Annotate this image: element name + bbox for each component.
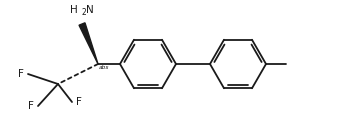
Text: N: N (86, 5, 94, 15)
Text: abs: abs (99, 65, 109, 70)
Text: F: F (18, 69, 24, 79)
Text: H: H (70, 5, 78, 15)
Text: 2: 2 (81, 8, 86, 17)
Text: F: F (76, 97, 82, 107)
Text: F: F (28, 101, 34, 111)
Polygon shape (79, 23, 98, 64)
